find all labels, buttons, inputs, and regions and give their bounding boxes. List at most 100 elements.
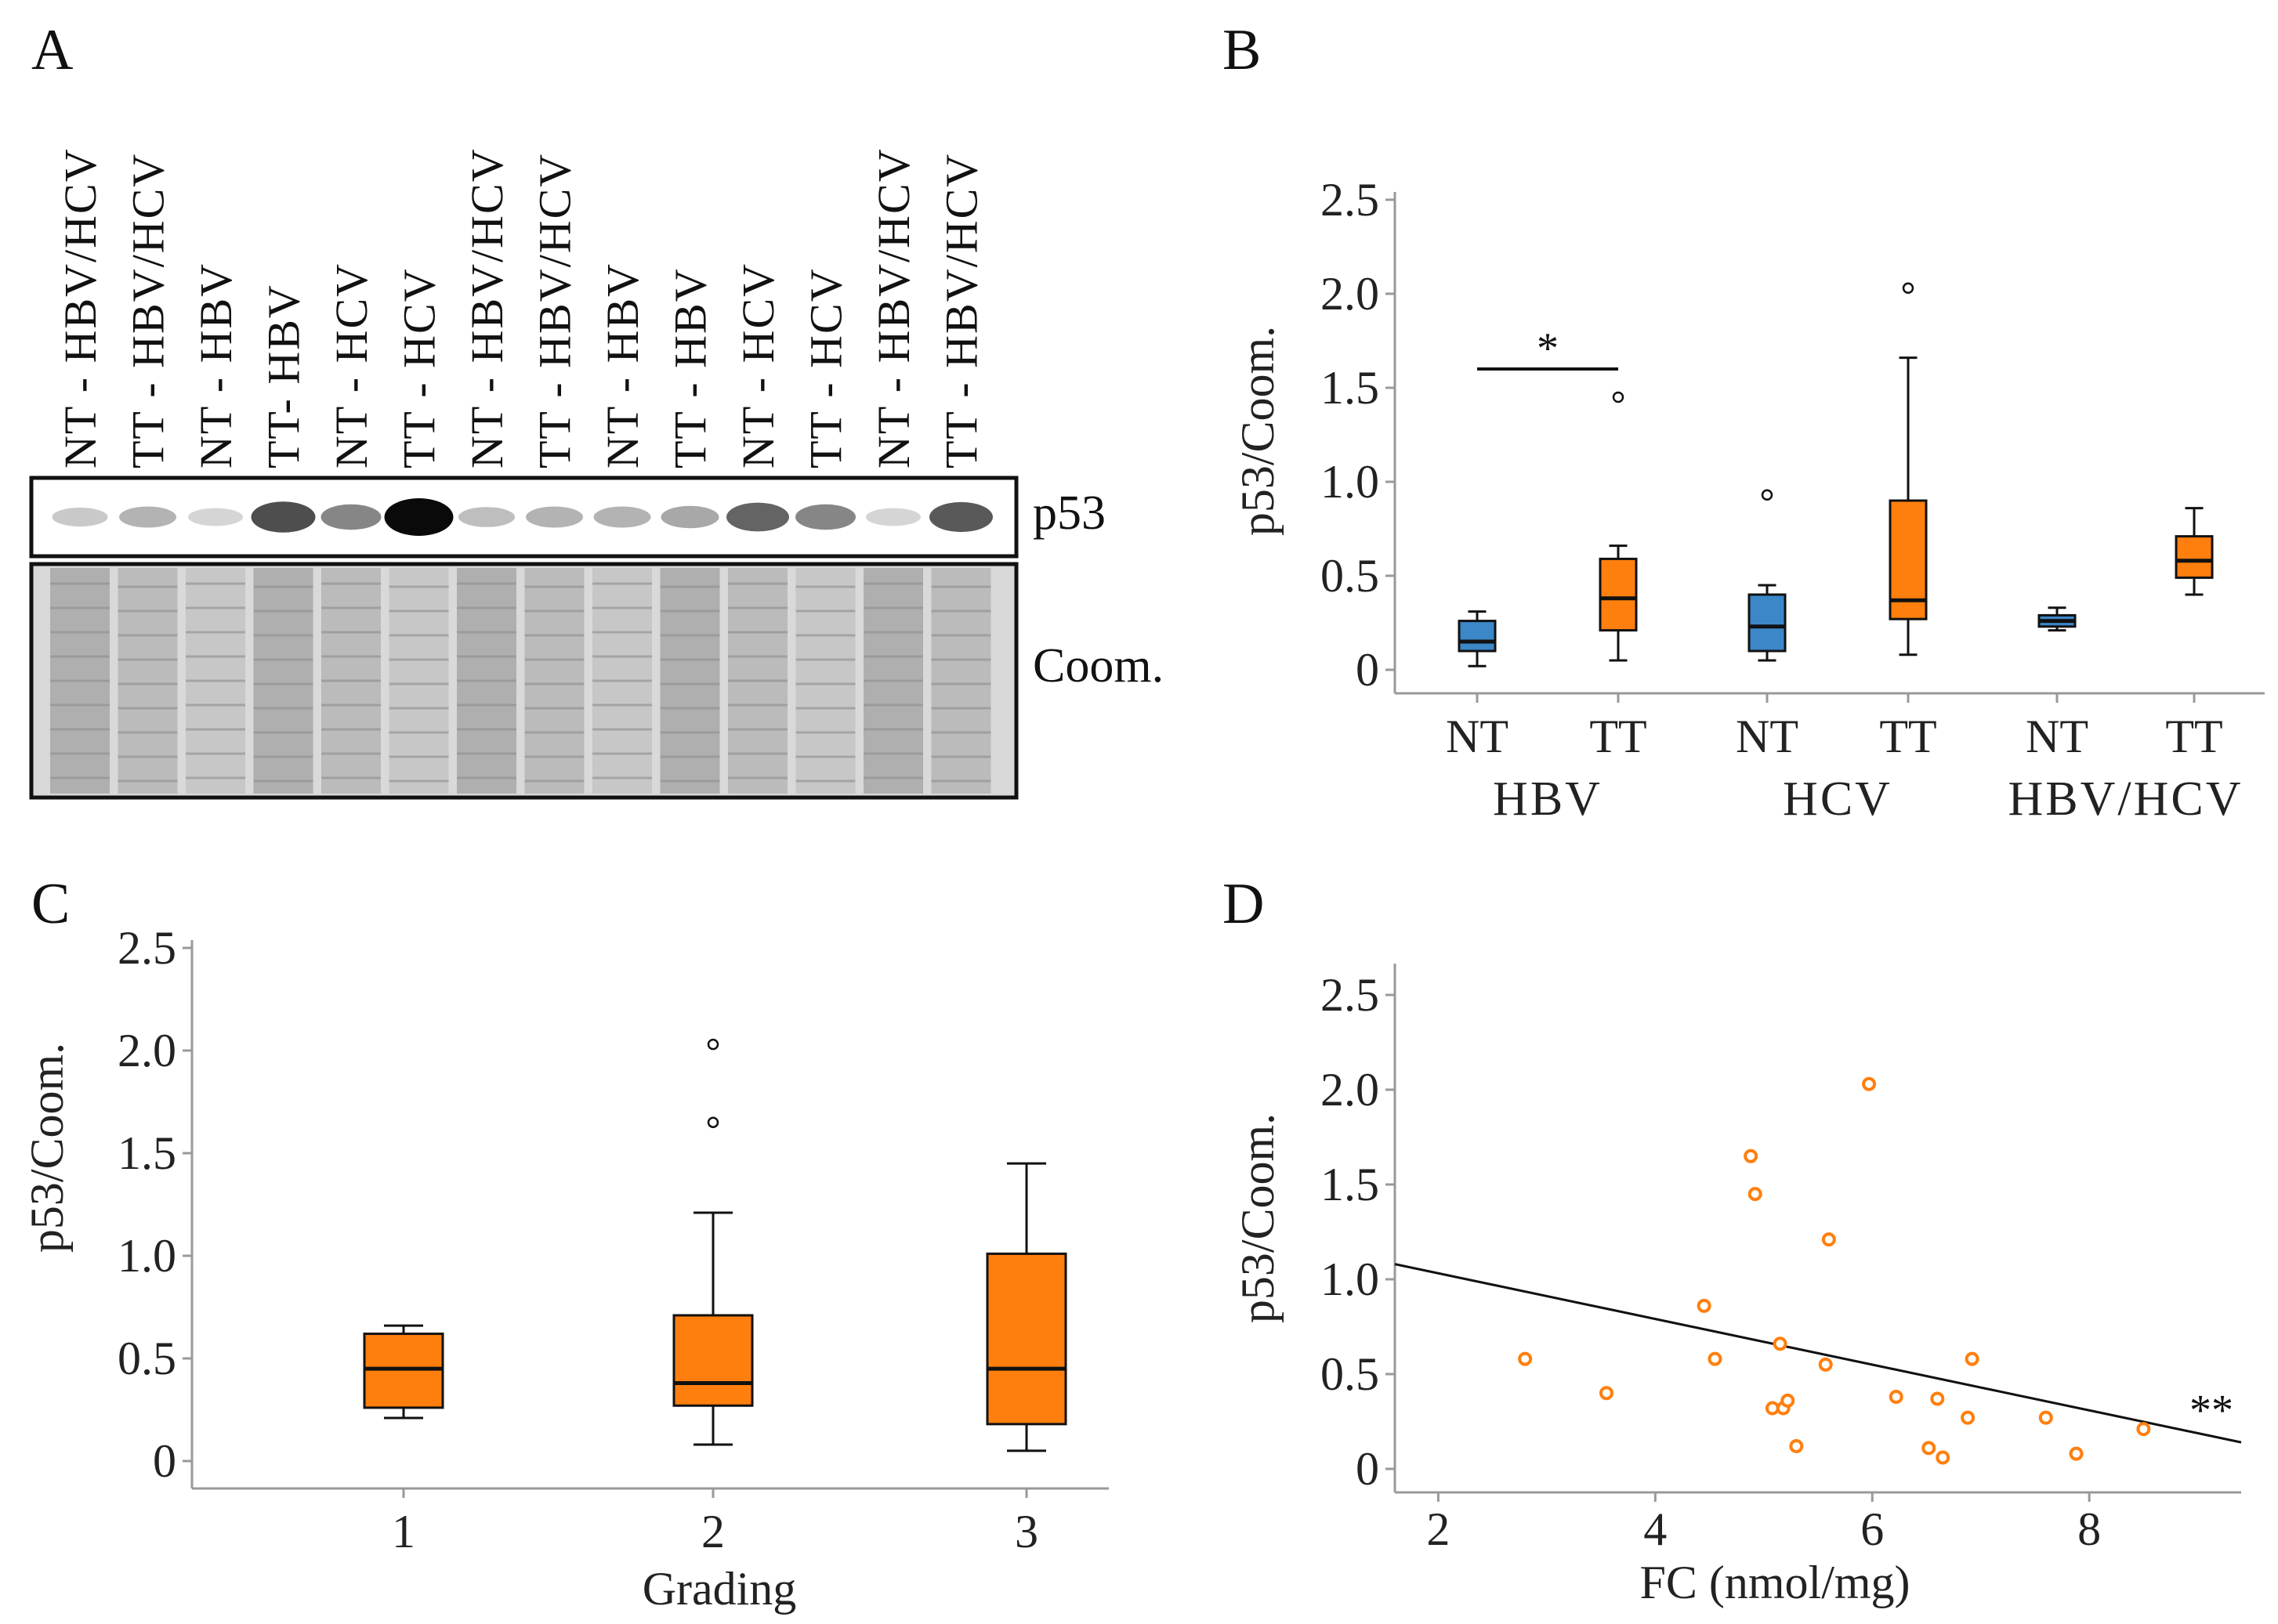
scatter-point	[2069, 1446, 2084, 1461]
box-outlier	[707, 1038, 719, 1051]
y-tick-label: 1.0	[1320, 1253, 1379, 1305]
lane-labels: NT - HBV/HCV TT - HBV/HCV NT - HBV TT- HBV N…	[55, 147, 987, 468]
box	[672, 1314, 754, 1407]
x-tick-label: TT	[1589, 711, 1646, 762]
x-tick-label: TT	[2165, 711, 2222, 762]
scatter-point	[1930, 1391, 1945, 1406]
x-tick-label: NT	[1736, 711, 1798, 762]
y-tick-label: 2.0	[1320, 1064, 1379, 1116]
lane-label: TT- HBV	[259, 284, 310, 468]
coomassie-lane	[118, 568, 178, 794]
panel-d-x-axis-title: FC (nmol/mg)	[1639, 1557, 1910, 1608]
y-tick-label: 2.5	[1320, 174, 1379, 226]
panel-c-boxplot: p53/Coom. Grading 0 0.5 1.0 1.5 2.0 2.5 1 2 3	[21, 922, 1109, 1615]
coomassie-lane	[795, 568, 856, 794]
coomassie-lane	[931, 568, 991, 794]
scatter-point	[1780, 1393, 1795, 1408]
x-tick-label: NT	[2026, 711, 2088, 762]
p53-band	[526, 506, 583, 528]
scatter-point	[1936, 1450, 1950, 1465]
panel-c-plot-area: 0 0.5 1.0 1.5 2.0 2.5 1 2 3	[118, 922, 1109, 1557]
x-tick-label: TT	[1879, 711, 1936, 762]
lane-label: NT - HBV/HCV	[55, 147, 106, 468]
lane-label: NT - HBV	[190, 262, 241, 468]
lane-label: TT - HCV	[801, 267, 852, 468]
lane-label: TT - HBV	[665, 267, 716, 468]
x-tick-label: 8	[2077, 1503, 2101, 1555]
p53-band	[593, 506, 651, 528]
box	[2175, 535, 2214, 579]
box-outlier	[707, 1116, 719, 1128]
box	[1599, 557, 1638, 632]
box	[986, 1252, 1067, 1426]
scatter-point	[1789, 1438, 1804, 1453]
lane-label: TT - HBV/HCV	[936, 153, 987, 468]
scatter-point	[1965, 1351, 1979, 1366]
y-tick-label: 2.5	[118, 922, 176, 974]
panel-b-plot-area: 0 0.5 1.0 1.5 2.0 2.5 NT TT NT TT NT TT HBV HCV HBV/HC…	[1320, 174, 2265, 826]
y-tick-label: 0.5	[118, 1333, 176, 1384]
scatter-point	[1599, 1386, 1613, 1401]
group-label: HCV	[1783, 772, 1892, 826]
scatter-point	[2136, 1422, 2151, 1437]
p53-band	[119, 506, 176, 528]
panel-letter-c: C	[31, 872, 70, 936]
p53-band	[52, 507, 108, 527]
p53-band	[726, 502, 789, 532]
p53-band	[661, 505, 719, 529]
scatter-point	[1862, 1076, 1877, 1091]
y-tick-label: 1.5	[1320, 1159, 1379, 1210]
p53-band	[384, 498, 454, 536]
group-label: HBV	[1493, 772, 1603, 826]
panel-c-y-axis-title: p53/Coom.	[21, 1043, 73, 1253]
y-tick-label: 0.5	[1320, 1348, 1379, 1400]
scatter-point	[1818, 1357, 1833, 1372]
lane-label: TT - HBV/HCV	[530, 153, 581, 468]
p53-band	[321, 504, 382, 530]
lane-label: NT - HBV/HCV	[868, 147, 919, 468]
scatter-point	[1961, 1410, 1976, 1425]
box-outlier	[1612, 391, 1624, 403]
x-tick-label: 4	[1643, 1503, 1667, 1555]
p53-band	[795, 504, 856, 530]
scatter-point	[1921, 1441, 1936, 1456]
p53-band	[251, 501, 316, 533]
panel-d-y-axis-title: p53/Coom.	[1232, 1113, 1284, 1323]
scatter-point	[1773, 1336, 1787, 1351]
x-tick-label: 1	[392, 1506, 415, 1557]
y-tick-label: 1.5	[118, 1127, 176, 1179]
coomassie-label: Coom.	[1033, 639, 1164, 693]
y-tick-label: 0	[153, 1435, 176, 1487]
significance-label: *	[1537, 324, 1559, 373]
x-tick-label: 3	[1015, 1506, 1038, 1557]
significance-label: **	[2189, 1387, 2233, 1435]
group-label: HBV/HCV	[2008, 772, 2243, 826]
regression-line	[1394, 1263, 2242, 1444]
lane-label: NT - HCV	[326, 262, 377, 468]
y-tick-label: 1.0	[1320, 456, 1379, 508]
scatter-point	[1889, 1390, 1903, 1405]
panel-letter-a: A	[31, 18, 73, 82]
panel-c-x-axis-title: Grading	[643, 1563, 797, 1615]
y-tick-label: 0.5	[1320, 550, 1379, 602]
box-outlier	[1902, 282, 1914, 295]
box	[1458, 620, 1497, 653]
p53-band	[866, 508, 921, 526]
box-outlier	[1761, 489, 1773, 501]
panel-a-western-blot: NT - HBV/HCV TT - HBV/HCV NT - HBV TT- HBV N…	[29, 147, 1164, 800]
y-tick-label: 2.0	[1320, 268, 1379, 320]
lane-label: TT - HCV	[394, 267, 445, 468]
scatter-point	[1747, 1187, 1762, 1202]
y-tick-label: 1.5	[1320, 362, 1379, 414]
panel-b-boxplot: p53/Coom. 0 0.5 1.0 1.5 2.0 2.5 NT TT NT TT NT TT HB…	[1232, 174, 2265, 826]
x-tick-label: 2	[701, 1506, 725, 1557]
p53-band	[188, 508, 243, 526]
lane-label: TT - HBV/HCV	[123, 153, 174, 468]
p53-band	[458, 507, 515, 527]
box	[363, 1333, 444, 1409]
panel-b-y-axis-title: p53/Coom.	[1232, 326, 1284, 536]
scatter-point	[2038, 1410, 2053, 1425]
y-tick-label: 2.0	[118, 1025, 176, 1076]
scatter-point	[1821, 1232, 1836, 1247]
